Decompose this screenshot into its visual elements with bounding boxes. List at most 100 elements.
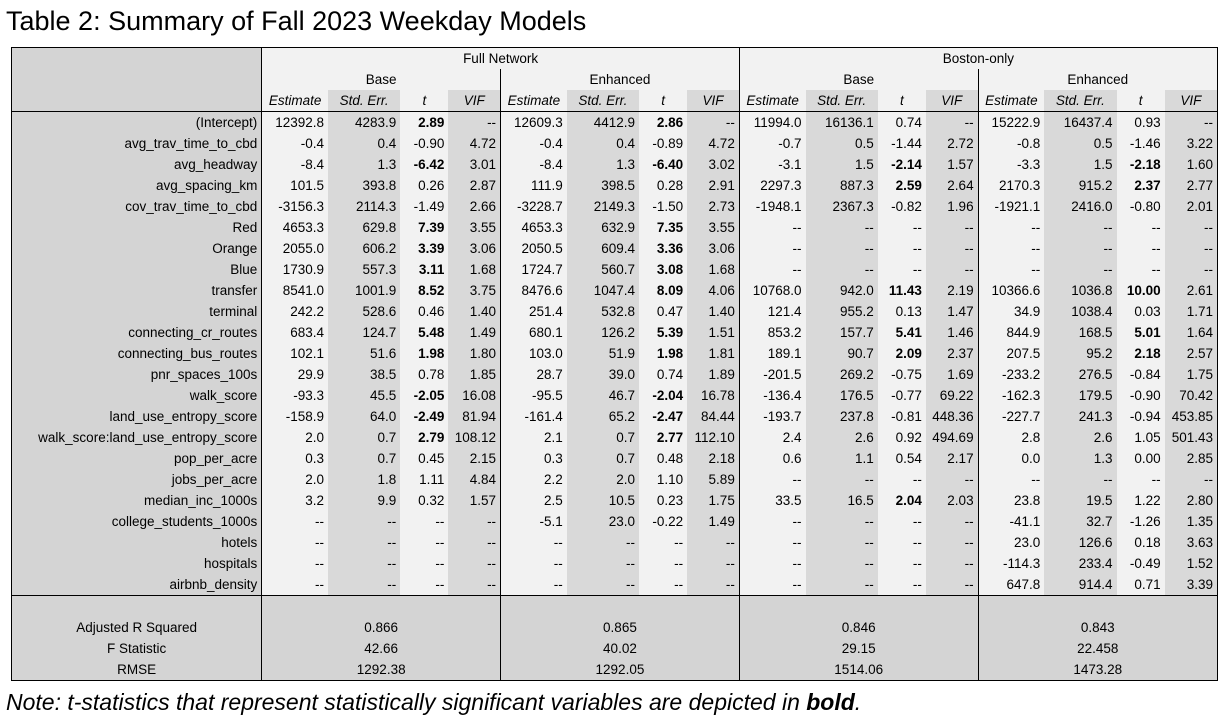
row-label: median_inc_1000s bbox=[12, 490, 263, 511]
table-cell: 0.74 bbox=[639, 364, 688, 385]
table-cell: -114.3 bbox=[977, 553, 1045, 574]
table-cell: 16.78 bbox=[687, 385, 740, 406]
table-cell: 9.9 bbox=[328, 490, 401, 511]
column-header: Std. Err. bbox=[328, 90, 401, 112]
table-cell: 15222.9 bbox=[977, 111, 1045, 133]
table-row: pop_per_acre 0.3 0.7 0.45 2.15 0.3 0.7 0.48 2.18… bbox=[12, 448, 1217, 469]
table-cell: 2.66 bbox=[448, 196, 501, 217]
table-cell: 0.5 bbox=[1044, 133, 1117, 154]
table-row: hotels -- -- -- -- -- -- -- -- -- -- -- -- 23.0 126.6 0… bbox=[12, 532, 1217, 553]
table-cell: 1.57 bbox=[448, 490, 501, 511]
table-cell: 124.7 bbox=[328, 322, 401, 343]
table-cell: -- bbox=[925, 217, 979, 238]
table-cell: -0.80 bbox=[1116, 196, 1165, 217]
row-label: hospitals bbox=[12, 553, 263, 574]
table-cell: -- bbox=[448, 111, 501, 133]
table-cell: -- bbox=[448, 532, 501, 553]
table-cell: -- bbox=[805, 532, 878, 553]
stat-value: 29.15 bbox=[738, 638, 979, 659]
table-cell: 10.5 bbox=[566, 490, 639, 511]
column-header: VIF bbox=[1164, 90, 1217, 112]
stat-value: 0.846 bbox=[738, 617, 979, 638]
table-cell: -93.3 bbox=[261, 385, 329, 406]
table-cell: 2.15 bbox=[448, 448, 501, 469]
row-label: hotels bbox=[12, 532, 263, 553]
table-row: land_use_entropy_score -158.9 64.0 -2.49 81.… bbox=[12, 406, 1217, 427]
table-cell: 2.2 bbox=[500, 469, 567, 490]
table-cell: -- bbox=[1044, 238, 1117, 259]
table-cell: 90.7 bbox=[805, 343, 878, 364]
table-cell: 126.6 bbox=[1044, 532, 1117, 553]
table-cell: 242.2 bbox=[261, 301, 329, 322]
table-cell: 680.1 bbox=[500, 322, 567, 343]
table-cell: 1.47 bbox=[925, 301, 979, 322]
model-header: Enhanced bbox=[977, 69, 1217, 90]
table-cell: 2.87 bbox=[448, 175, 501, 196]
table-cell: 1.46 bbox=[925, 322, 979, 343]
row-label: avg_headway bbox=[12, 154, 263, 175]
table-cell: -- bbox=[566, 532, 639, 553]
table-cell: -- bbox=[877, 553, 926, 574]
row-label: jobs_per_acre bbox=[12, 469, 263, 490]
table-cell: -- bbox=[1044, 217, 1117, 238]
table-cell: 10.00 bbox=[1116, 280, 1165, 301]
table-cell: 0.4 bbox=[566, 133, 639, 154]
table-cell: 1047.4 bbox=[566, 280, 639, 301]
table-row: Orange 2055.0 606.2 3.39 3.06 2050.5 609.4 3.36… bbox=[12, 238, 1217, 259]
table-cell: -0.84 bbox=[1116, 364, 1165, 385]
table-cell: 0.18 bbox=[1116, 532, 1165, 553]
table-cell: 0.74 bbox=[877, 111, 926, 133]
table-cell: 853.2 bbox=[738, 322, 806, 343]
table-cell: 2.6 bbox=[805, 427, 878, 448]
table-cell: 609.4 bbox=[566, 238, 639, 259]
row-label: walk_score:land_use_entropy_score bbox=[12, 427, 263, 448]
table-cell: 528.6 bbox=[328, 301, 401, 322]
table-body: Full Network Boston-only Base Enhanced Base E… bbox=[12, 48, 1217, 680]
table-cell: 2.91 bbox=[687, 175, 740, 196]
table-cell: 51.6 bbox=[328, 343, 401, 364]
table-cell: 1.40 bbox=[448, 301, 501, 322]
stat-value: 22.458 bbox=[977, 638, 1217, 659]
table-note: Note: t-statistics that represent statis… bbox=[6, 688, 861, 716]
column-header: Std. Err. bbox=[1044, 90, 1117, 112]
table-cell: -- bbox=[738, 574, 806, 596]
table-row: college_students_1000s -- -- -- -- -5.1 23.0 -0… bbox=[12, 511, 1217, 532]
table-cell: 69.22 bbox=[925, 385, 979, 406]
table-cell: 2367.3 bbox=[805, 196, 878, 217]
table-cell: -- bbox=[925, 469, 979, 490]
table-cell: 0.5 bbox=[805, 133, 878, 154]
table-cell: 0.7 bbox=[328, 448, 401, 469]
table-cell: -- bbox=[448, 511, 501, 532]
table-cell: -- bbox=[805, 217, 878, 238]
table-row: median_inc_1000s 3.2 9.9 0.32 1.57 2.5 10.5 0.2… bbox=[12, 490, 1217, 511]
table-row: avg_headway -8.4 1.3 -6.42 3.01 -8.4 1.3 -6.40 3… bbox=[12, 154, 1217, 175]
table-cell: 3.36 bbox=[639, 238, 688, 259]
table-cell: 1038.4 bbox=[1044, 301, 1117, 322]
table-row: airbnb_density -- -- -- -- -- -- -- -- -- -- -- -- 64… bbox=[12, 574, 1217, 596]
table-cell: 3.39 bbox=[1164, 574, 1217, 596]
table-cell: 1730.9 bbox=[261, 259, 329, 280]
table-cell: 0.45 bbox=[400, 448, 449, 469]
table-cell: 5.89 bbox=[687, 469, 740, 490]
table-cell: -- bbox=[400, 574, 449, 596]
spacer-cell bbox=[977, 595, 1217, 617]
table-cell: 2416.0 bbox=[1044, 196, 1117, 217]
row-label: Blue bbox=[12, 259, 263, 280]
table-cell: 1.5 bbox=[805, 154, 878, 175]
table-cell: 101.5 bbox=[261, 175, 329, 196]
table-cell: 4653.3 bbox=[500, 217, 567, 238]
table-cell: 11.43 bbox=[877, 280, 926, 301]
table-cell: -0.81 bbox=[877, 406, 926, 427]
table-cell: 51.9 bbox=[566, 343, 639, 364]
column-header: Std. Err. bbox=[805, 90, 878, 112]
table-cell: 2.8 bbox=[977, 427, 1045, 448]
table-cell: 16136.1 bbox=[805, 111, 878, 133]
table-cell: -- bbox=[328, 511, 401, 532]
table-cell: 3.75 bbox=[448, 280, 501, 301]
row-label: pnr_spaces_100s bbox=[12, 364, 263, 385]
table-cell: 2.4 bbox=[738, 427, 806, 448]
table-cell: -- bbox=[738, 553, 806, 574]
table-cell: -- bbox=[977, 217, 1045, 238]
column-header-row: Estimate Std. Err. t VIF Estimate Std. Err. t V… bbox=[12, 90, 1217, 112]
table-cell: 176.5 bbox=[805, 385, 878, 406]
